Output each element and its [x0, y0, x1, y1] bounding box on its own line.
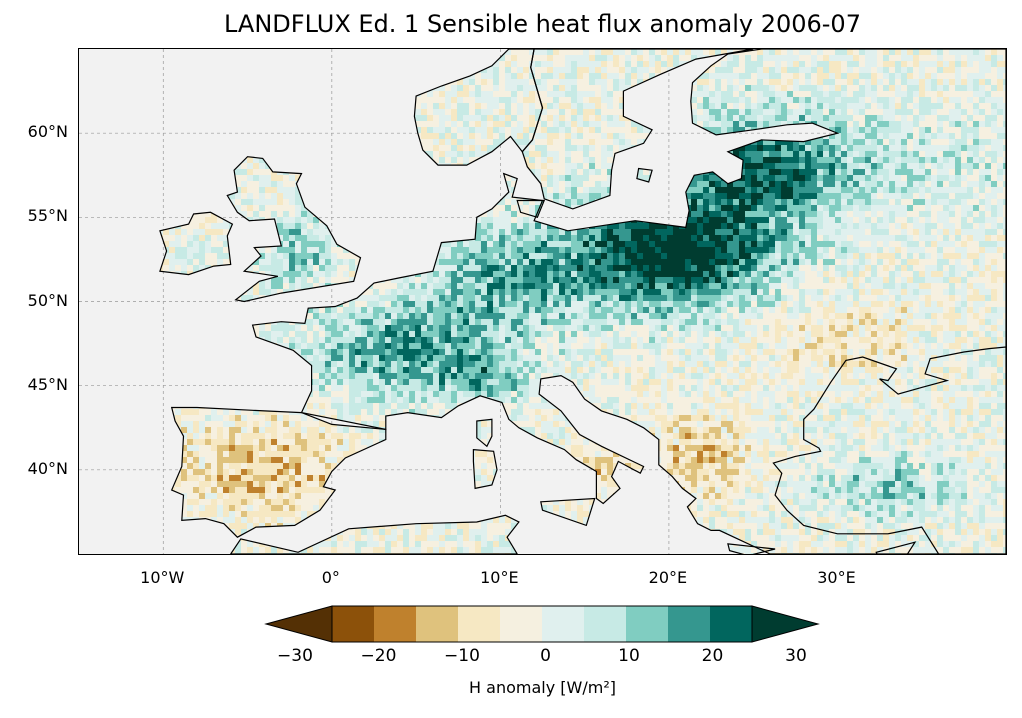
colorbar-tick-label: 10: [618, 646, 640, 666]
lat-tick-label: 60°N: [27, 122, 68, 142]
heat-flux-map: [79, 49, 1006, 554]
colorbar-segment: [332, 606, 375, 642]
colorbar-segment: [668, 606, 711, 642]
coastline-sicily: [540, 497, 596, 527]
colorbar-segment: [416, 606, 459, 642]
colorbar-extend-max: [751, 605, 820, 643]
colorbar-outline: [331, 605, 753, 643]
colorbar-segment: [710, 606, 753, 642]
colorbar-segment: [500, 606, 543, 642]
colorbar-segment: [542, 606, 585, 642]
colorbar-label: H anomaly [W/m²]: [469, 678, 616, 697]
colorbar-tick-label: −20: [360, 646, 397, 666]
colorbar-segment: [584, 606, 627, 642]
colorbar-extend-min: [264, 605, 333, 643]
colorbar: [264, 605, 820, 643]
lon-tick-label: 10°E: [480, 568, 519, 587]
colorbar-tick-label: 20: [701, 646, 724, 666]
coastline-crete: [727, 543, 776, 554]
coastlines: [159, 49, 1006, 554]
coastline-zealand: [516, 199, 546, 219]
colorbar-tick-label: 30: [785, 646, 807, 666]
colorbar-segment: [458, 606, 501, 642]
colorbar-tick-label: −30: [277, 646, 313, 666]
lat-tick-label: 50°N: [27, 290, 68, 310]
map-title: LANDFLUX Ed. 1 Sensible heat flux anomal…: [224, 10, 861, 38]
lat-tick-label: 45°N: [27, 374, 68, 394]
lon-tick-label: 0°: [321, 568, 340, 587]
lon-tick-label: 20°E: [648, 568, 688, 587]
coastline-africa: [229, 514, 520, 554]
coastline-france: [251, 49, 1006, 554]
lat-tick-label: 40°N: [27, 458, 68, 478]
coastline-corsica: [476, 418, 493, 448]
colorbar-segment: [626, 606, 669, 642]
colorbar-tick-label: −10: [444, 646, 480, 666]
coastline-gb: [226, 156, 362, 303]
coastline-ireland: [159, 211, 234, 276]
coastline-gotland: [636, 167, 653, 183]
colorbar-tick-label: 0: [540, 646, 551, 666]
lon-tick-label: 30°E: [817, 568, 856, 587]
coastline-norway: [413, 49, 544, 166]
coastline-sardinia: [472, 448, 498, 490]
coastline-cyprus: [875, 541, 917, 554]
colorbar-segment: [374, 606, 417, 642]
map-area: [78, 48, 1007, 555]
lon-tick-label: 10°W: [140, 568, 185, 587]
lat-tick-label: 55°N: [27, 206, 68, 226]
coastline-iberia: [170, 406, 387, 538]
